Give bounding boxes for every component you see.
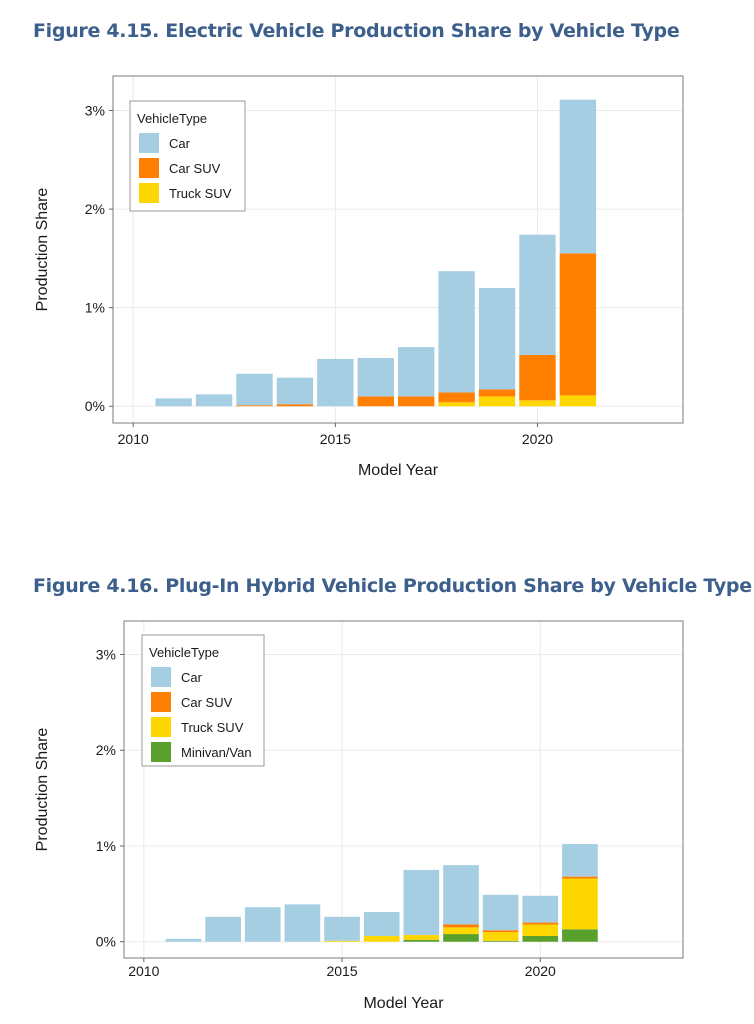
y-tick-label: 1% (96, 838, 116, 854)
bar-car-suv-2021 (562, 876, 598, 879)
ev-production-share-chart: 0% 1% 2% 3% 2010 2015 2020 Model Year Production… (34, 75, 684, 479)
bar-car-2017 (398, 347, 435, 397)
bar-truck-suv-2019 (478, 396, 516, 407)
bar-car-suv-2020 (519, 354, 556, 401)
bar-car-2014 (284, 904, 321, 942)
legend-label-car: Car (181, 670, 203, 685)
x-tick-label: 2010 (128, 963, 159, 979)
legend-swatch-car (151, 667, 171, 687)
bar-car-2016 (357, 357, 394, 397)
y-tick-label: 2% (85, 201, 105, 217)
y-tick-label: 1% (85, 300, 105, 316)
bar-car-2017 (403, 869, 440, 936)
y-tick-label: 3% (85, 103, 105, 119)
legend-title: VehicleType (149, 645, 219, 660)
y-tick-label: 3% (96, 647, 116, 663)
bar-car-2012 (195, 394, 233, 407)
legend-swatch-truck-suv (139, 183, 159, 203)
bar-minivan-van-2020 (522, 935, 559, 942)
bar-car-2021 (562, 844, 598, 877)
bar-car-2011 (155, 398, 192, 407)
legend-swatch-car (139, 133, 159, 153)
x-tick-label: 2020 (525, 963, 556, 979)
legend-label-truck-suv: Truck SUV (181, 720, 244, 735)
bar-minivan-van-2019 (482, 940, 519, 942)
legend-title: VehicleType (137, 111, 207, 126)
bar-car-suv-2019 (482, 930, 519, 933)
bar-car-2016 (363, 912, 400, 936)
figure-4-16-title: Figure 4.16. Plug-In Hybrid Vehicle Prod… (33, 575, 752, 597)
bar-car-suv-2016 (357, 396, 394, 407)
bar-car-2020 (522, 895, 559, 923)
bar-car-suv-2018 (443, 924, 479, 928)
bar-car-suv-2018 (438, 392, 475, 403)
bar-car-2013 (244, 907, 281, 942)
legend-swatch-car-suv (139, 158, 159, 178)
bar-car-2018 (438, 271, 475, 393)
bar-truck-suv-2015 (324, 940, 360, 942)
y-axis-title: Production Share (34, 188, 51, 312)
plot-border (123, 620, 684, 959)
legend-label-minivan-van: Minivan/Van (181, 745, 252, 760)
bar-car-2018 (443, 865, 479, 925)
bar-truck-suv-2020 (522, 924, 559, 936)
bar-car-2011 (165, 938, 202, 942)
figure-4-15-title: Figure 4.15. Electric Vehicle Production… (33, 20, 680, 42)
bar-truck-suv-2018 (438, 402, 475, 407)
bar-truck-suv-2018 (443, 927, 479, 935)
bar-truck-suv-2021 (559, 395, 597, 407)
x-tick-label: 2015 (326, 963, 357, 979)
bar-car-2014 (276, 377, 314, 405)
y-axis-title: Production Share (34, 728, 51, 852)
bar-car-suv-2017 (398, 396, 435, 407)
bar-minivan-van-2018 (443, 934, 479, 942)
bar-truck-suv-2021 (562, 878, 598, 930)
legend-swatch-truck-suv (151, 717, 171, 737)
bar-car-suv-2014 (276, 404, 314, 407)
legend-swatch-minivan-van (151, 742, 171, 762)
legend: VehicleType Car Car SUV Truck SUV Minivan/Va… (141, 634, 265, 767)
bar-minivan-van-2021 (562, 929, 598, 942)
bar-car-suv-2020 (522, 922, 559, 925)
x-axis-title: Model Year (358, 462, 439, 479)
y-tick-label: 0% (96, 934, 116, 950)
legend-label-car-suv: Car SUV (169, 161, 221, 176)
x-tick-label: 2010 (118, 431, 149, 447)
legend-label-car: Car (169, 136, 191, 151)
plot-border (112, 75, 684, 424)
bar-car-2015 (317, 358, 354, 407)
bar-car-2012 (205, 916, 241, 942)
x-axis-title: Model Year (363, 995, 444, 1012)
bar-truck-suv-2017 (403, 935, 440, 940)
bar-car-2020 (519, 234, 556, 355)
legend-swatch-car-suv (151, 692, 171, 712)
x-tick-label: 2020 (522, 431, 553, 447)
bar-car-2013 (236, 373, 273, 406)
bar-car-2021 (559, 99, 597, 254)
x-tick-label: 2015 (320, 431, 351, 447)
legend-label-truck-suv: Truck SUV (169, 186, 232, 201)
bar-truck-suv-2019 (482, 932, 519, 941)
legend-label-car-suv: Car SUV (181, 695, 233, 710)
bar-minivan-van-2017 (403, 939, 440, 942)
bar-car-2019 (478, 287, 516, 390)
bar-car-2019 (482, 894, 519, 931)
bar-car-2015 (324, 916, 360, 941)
bar-car-suv-2021 (559, 253, 597, 396)
bar-truck-suv-2020 (519, 400, 556, 407)
bar-car-suv-2019 (478, 389, 516, 397)
y-tick-label: 0% (85, 398, 105, 414)
y-tick-label: 2% (96, 742, 116, 758)
bar-truck-suv-2016 (363, 935, 400, 942)
legend: VehicleType Car Car SUV Truck SUV (129, 100, 246, 212)
bar-car-suv-2013 (236, 405, 273, 407)
